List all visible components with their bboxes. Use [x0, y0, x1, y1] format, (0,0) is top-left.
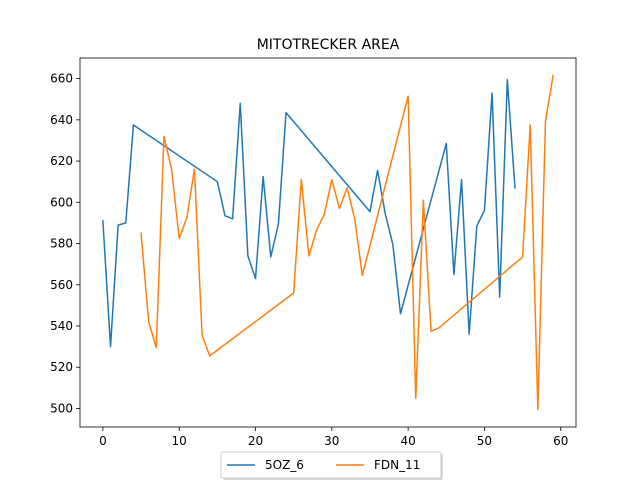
x-tick-label: 40 — [400, 434, 415, 448]
y-tick-label: 520 — [50, 360, 73, 374]
y-tick-label: 660 — [50, 72, 73, 86]
x-tick-label: 50 — [477, 434, 492, 448]
y-tick-label: 580 — [50, 237, 73, 251]
series-line-1 — [102, 78, 516, 348]
x-tick-label: 60 — [553, 434, 568, 448]
series-line-2 — [140, 74, 554, 411]
axes: 0 10 20 30 40 50 60 500 520 540 560 580 600 620 640 660 — [50, 57, 577, 448]
x-tick-label: 10 — [172, 434, 187, 448]
x-tick-label: 20 — [248, 434, 263, 448]
legend-label-2: FDN_11 — [374, 458, 420, 472]
y-tick-label: 500 — [50, 401, 73, 415]
chart-title: MITOTRECKER AREA — [257, 37, 400, 53]
series-layer — [102, 74, 554, 411]
x-tick-label: 30 — [324, 434, 339, 448]
x-tick-label: 0 — [99, 434, 107, 448]
legend-label-1: 5OZ_6 — [265, 458, 304, 472]
plot-frame — [79, 57, 577, 428]
y-tick-label: 640 — [50, 113, 73, 127]
legend: 5OZ_6 FDN_11 — [220, 451, 443, 480]
y-tick-label: 560 — [50, 278, 73, 292]
y-tick-label: 600 — [50, 195, 73, 209]
y-tick-label: 620 — [50, 154, 73, 168]
legend-box — [220, 451, 442, 479]
y-tick-label: 540 — [50, 319, 73, 333]
